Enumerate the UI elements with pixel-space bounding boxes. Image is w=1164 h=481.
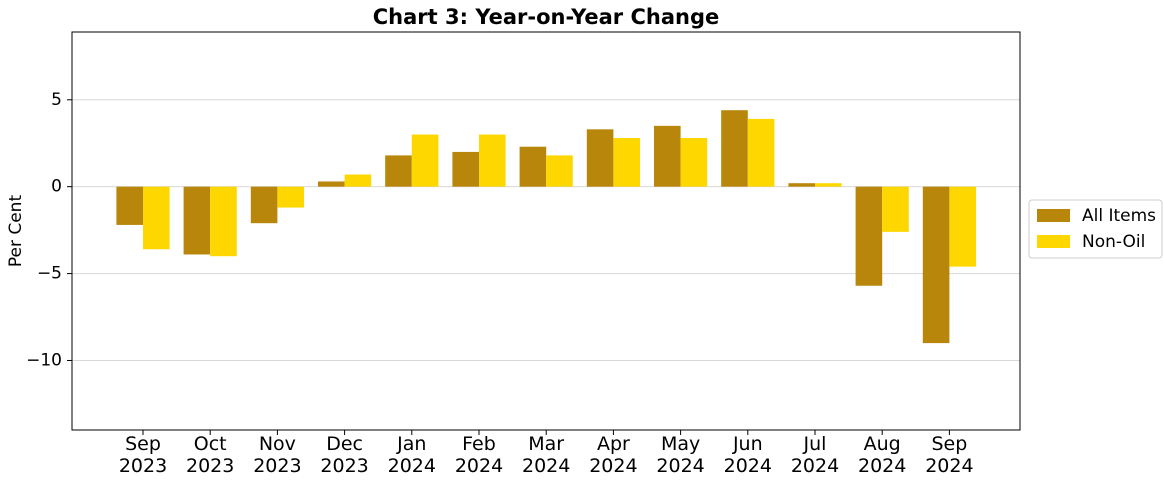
bar: [116, 186, 143, 225]
bar: [318, 181, 345, 187]
x-tick-label: Feb 2024: [454, 433, 504, 477]
bar: [344, 174, 372, 187]
bar: [143, 186, 170, 250]
x-tick-label: Aug 2024: [858, 433, 907, 477]
x-tick-label: Mar 2024: [522, 433, 571, 477]
bar: [949, 186, 976, 267]
x-tick-label: Dec 2023: [320, 433, 369, 477]
x-tick-label: Oct 2023: [186, 433, 235, 477]
x-tick-label: Sep 2024: [925, 433, 974, 477]
bar: [882, 186, 909, 232]
y-tick-label: −5: [37, 264, 62, 284]
bar: [815, 183, 842, 187]
bar: [546, 155, 573, 187]
legend-swatch: [1037, 209, 1070, 222]
bar: [855, 186, 883, 286]
x-tick-label: Jun 2024: [723, 433, 772, 477]
bar: [788, 183, 815, 187]
bar: [747, 118, 775, 187]
y-tick-label: 0: [51, 177, 62, 197]
y-axis-label: Per Cent: [6, 195, 26, 268]
bar: [519, 146, 547, 187]
x-tick-label: Apr 2024: [589, 433, 638, 477]
bar: [586, 129, 614, 187]
legend-label: Non-Oil: [1082, 232, 1145, 252]
legend-label: All Items: [1082, 206, 1156, 226]
bar: [277, 186, 304, 208]
bar: [385, 155, 412, 187]
x-tick-label: Nov 2023: [253, 433, 302, 477]
bar: [613, 138, 640, 187]
bar: [721, 110, 748, 187]
x-tick-label: May 2024: [656, 433, 705, 477]
y-tick-label: 5: [51, 90, 62, 110]
chart-title: Chart 3: Year-on-Year Change: [373, 5, 719, 29]
x-tick-label: Jul 2024: [790, 433, 840, 477]
bar: [452, 151, 479, 187]
bar: [680, 138, 708, 187]
y-tick-label: −10: [26, 350, 62, 370]
bar: [250, 186, 278, 224]
x-tick-label: Jan 2024: [387, 433, 436, 477]
bar: [210, 186, 237, 257]
bar: [922, 186, 950, 344]
bar: [183, 186, 211, 255]
bar: [411, 134, 439, 187]
x-tick-label: Sep 2023: [118, 433, 168, 477]
plot-frame: [71, 31, 1021, 431]
bar: [479, 134, 506, 187]
bar: [654, 125, 681, 187]
legend-swatch: [1037, 235, 1070, 248]
